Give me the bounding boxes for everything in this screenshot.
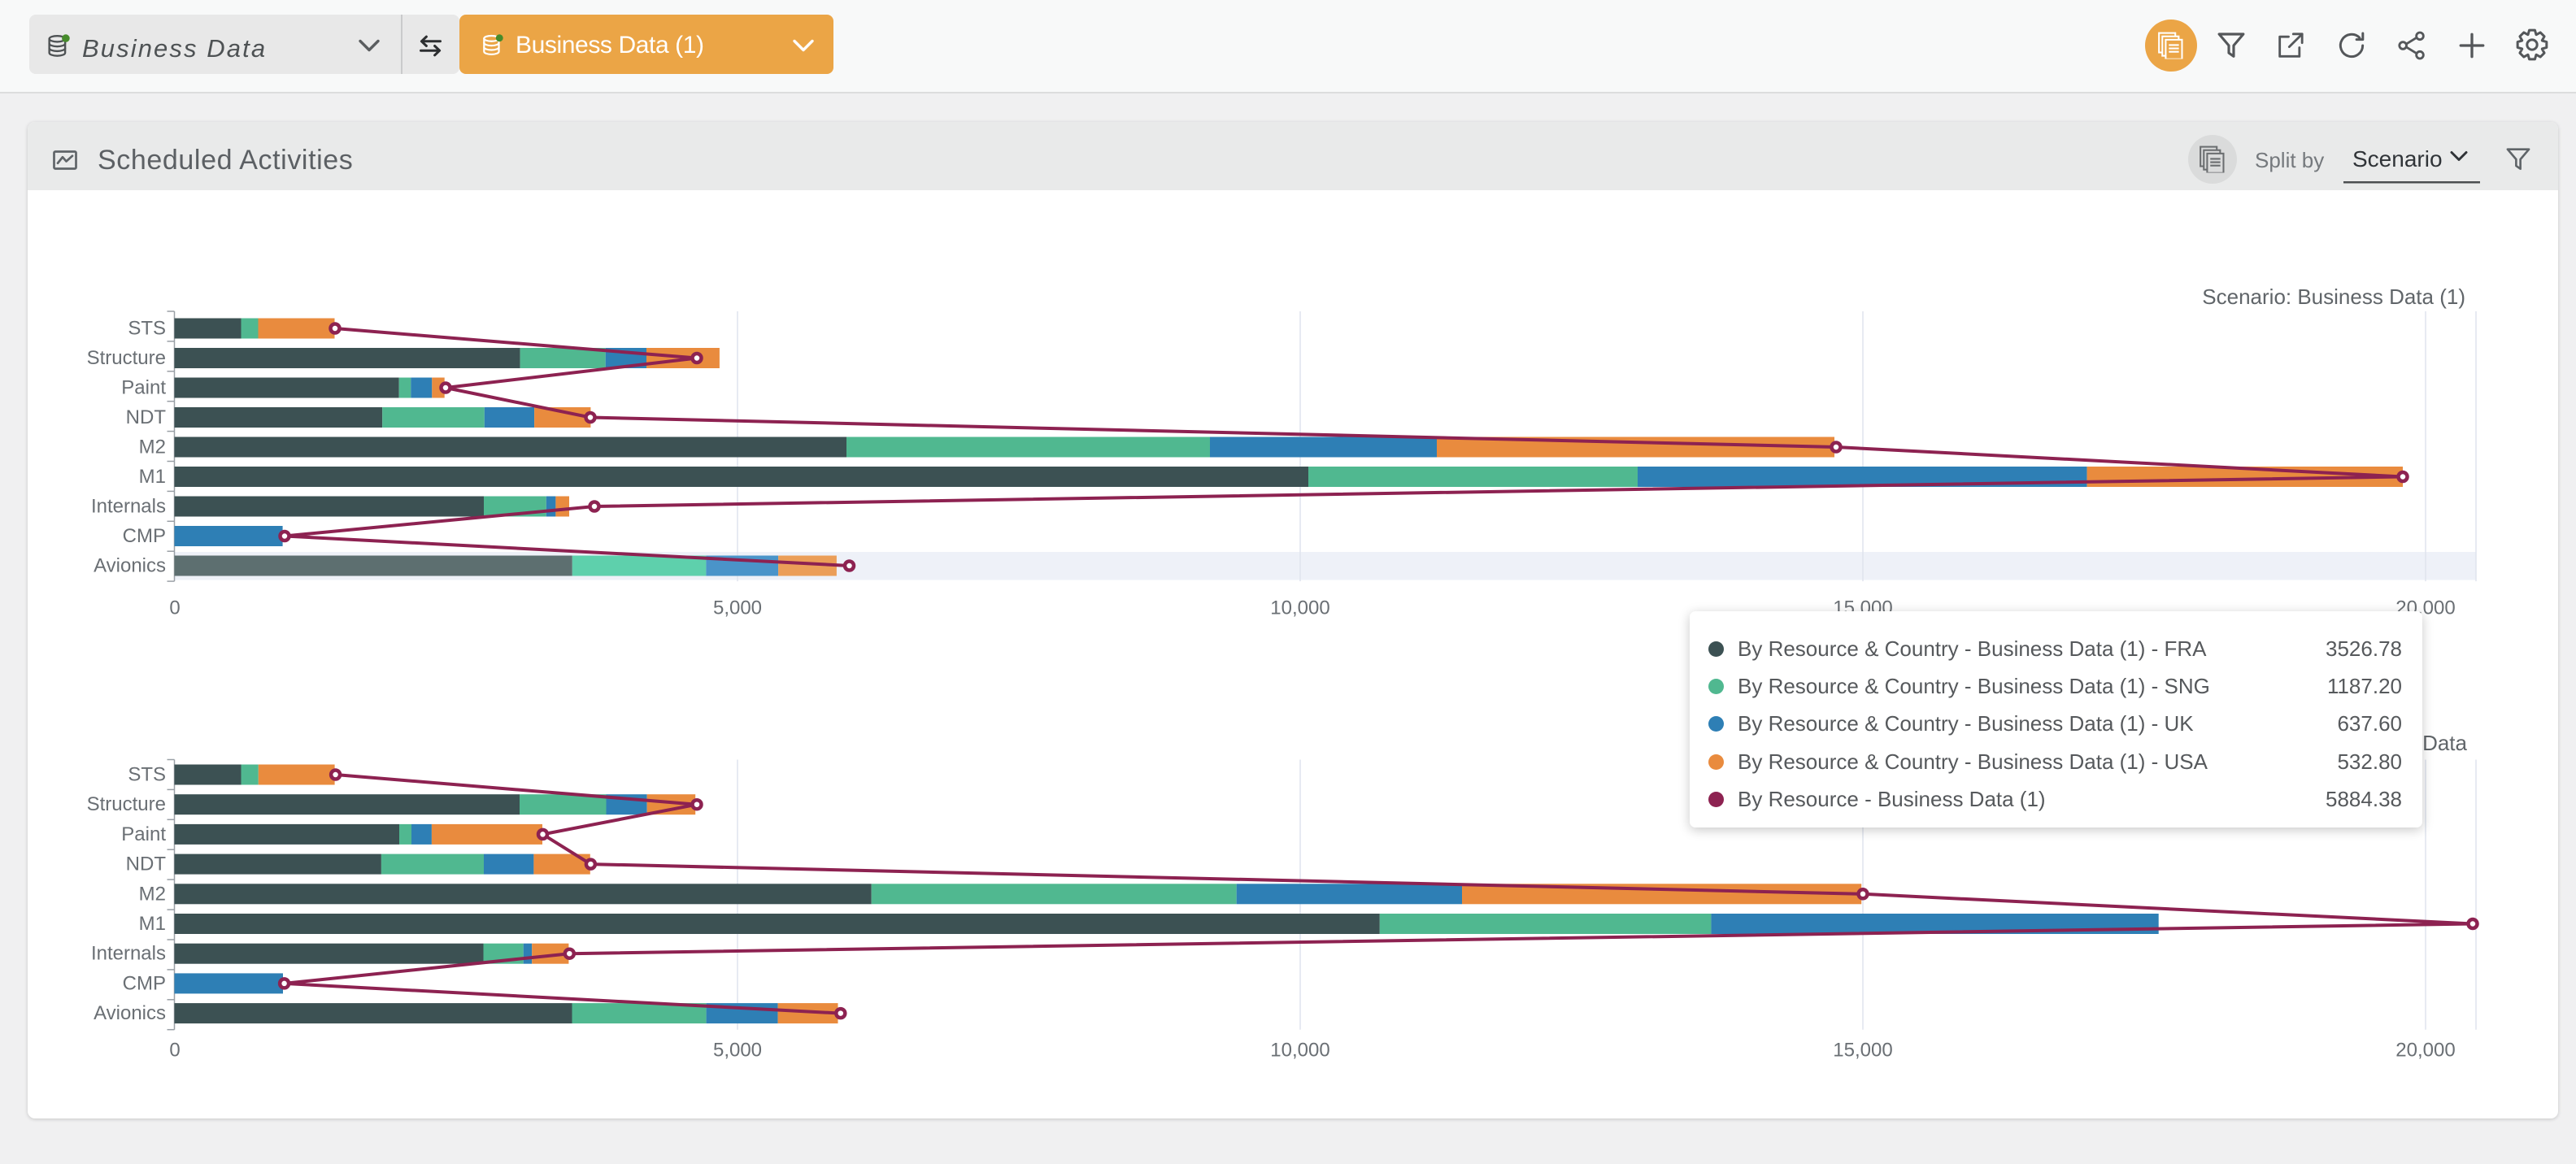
svg-text:Paint: Paint [121,377,166,399]
svg-text:STS: STS [128,318,166,340]
svg-text:20,000: 20,000 [2395,1040,2455,1062]
svg-text:Paint: Paint [121,823,166,845]
svg-text:Avionics: Avionics [94,1002,166,1024]
svg-text:0: 0 [169,1040,180,1062]
svg-text:M2: M2 [139,436,166,458]
svg-text:M2: M2 [139,883,166,905]
svg-text:CMP: CMP [123,972,166,994]
svg-text:STS: STS [128,764,166,786]
svg-text:Structure: Structure [87,347,166,369]
svg-text:CMP: CMP [123,525,166,547]
svg-text:Internals: Internals [91,943,166,965]
svg-text:5,000: 5,000 [713,1040,762,1062]
svg-text:Avionics: Avionics [94,555,166,577]
svg-text:NDT: NDT [126,853,167,875]
svg-text:5,000: 5,000 [713,597,762,619]
svg-text:Structure: Structure [87,793,166,815]
svg-text:10,000: 10,000 [1270,1040,1329,1062]
svg-text:NDT: NDT [126,406,167,428]
svg-text:15,000: 15,000 [1833,1040,1892,1062]
svg-text:M1: M1 [139,913,166,935]
svg-text:M1: M1 [139,466,166,488]
svg-text:10,000: 10,000 [1270,597,1329,619]
svg-text:Internals: Internals [91,496,166,518]
svg-text:0: 0 [169,597,180,619]
